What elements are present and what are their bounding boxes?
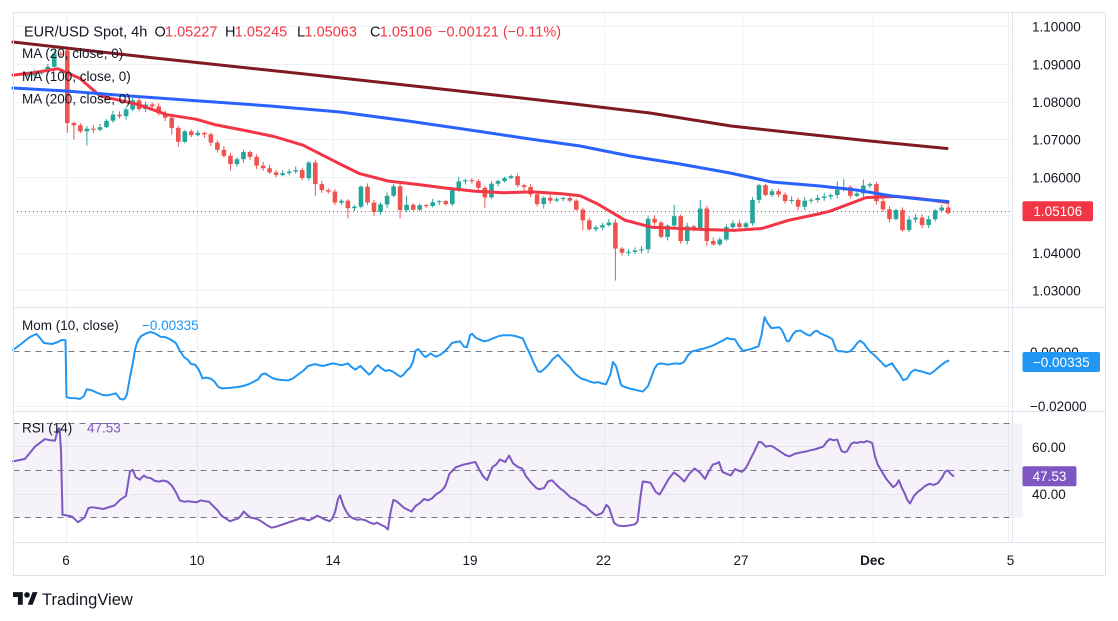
svg-text:1.05245: 1.05245 xyxy=(235,25,287,41)
svg-text:RSI (14): RSI (14) xyxy=(22,421,72,436)
svg-text:19: 19 xyxy=(462,553,477,568)
svg-text:−0.00335: −0.00335 xyxy=(1033,355,1090,370)
svg-text:22: 22 xyxy=(596,553,611,568)
svg-text:1.07000: 1.07000 xyxy=(1032,133,1081,148)
svg-text:MA (20, close, 0): MA (20, close, 0) xyxy=(22,46,123,61)
svg-text:L: L xyxy=(297,25,305,41)
svg-text:H: H xyxy=(225,25,235,41)
svg-text:MA (200, close, 0): MA (200, close, 0) xyxy=(22,92,131,107)
svg-text:1.10000: 1.10000 xyxy=(1032,20,1081,35)
svg-text:1.05106: 1.05106 xyxy=(380,25,432,41)
svg-text:1.05227: 1.05227 xyxy=(165,25,217,41)
svg-text:Dec: Dec xyxy=(860,553,885,568)
svg-text:47.53: 47.53 xyxy=(87,421,121,436)
svg-text:5: 5 xyxy=(1007,553,1015,568)
svg-text:MA (100, close, 0): MA (100, close, 0) xyxy=(22,69,131,84)
svg-text:−0.00121 (−0.11%): −0.00121 (−0.11%) xyxy=(438,25,561,41)
svg-text:47.53: 47.53 xyxy=(1033,469,1067,484)
svg-text:40.00: 40.00 xyxy=(1032,487,1066,502)
svg-text:1.05106: 1.05106 xyxy=(1033,204,1082,219)
svg-text:6: 6 xyxy=(62,553,70,568)
svg-text:1.03000: 1.03000 xyxy=(1032,284,1081,299)
svg-text:60.00: 60.00 xyxy=(1032,440,1066,455)
svg-text:EUR/USD Spot, 4h: EUR/USD Spot, 4h xyxy=(24,25,147,41)
svg-text:Mom (10, close): Mom (10, close) xyxy=(22,318,119,333)
svg-text:1.08000: 1.08000 xyxy=(1032,95,1081,110)
svg-text:14: 14 xyxy=(325,553,341,568)
svg-text:TradingView: TradingView xyxy=(42,591,133,609)
svg-text:−0.02000: −0.02000 xyxy=(1030,399,1087,414)
svg-text:C: C xyxy=(370,25,380,41)
svg-text:O: O xyxy=(155,25,166,41)
svg-text:1.05063: 1.05063 xyxy=(305,25,357,41)
svg-text:1.06000: 1.06000 xyxy=(1032,170,1081,185)
svg-text:−0.00335: −0.00335 xyxy=(142,318,199,333)
svg-text:27: 27 xyxy=(733,553,748,568)
svg-text:10: 10 xyxy=(189,553,204,568)
svg-text:1.09000: 1.09000 xyxy=(1032,57,1081,72)
svg-text:1.04000: 1.04000 xyxy=(1032,246,1081,261)
